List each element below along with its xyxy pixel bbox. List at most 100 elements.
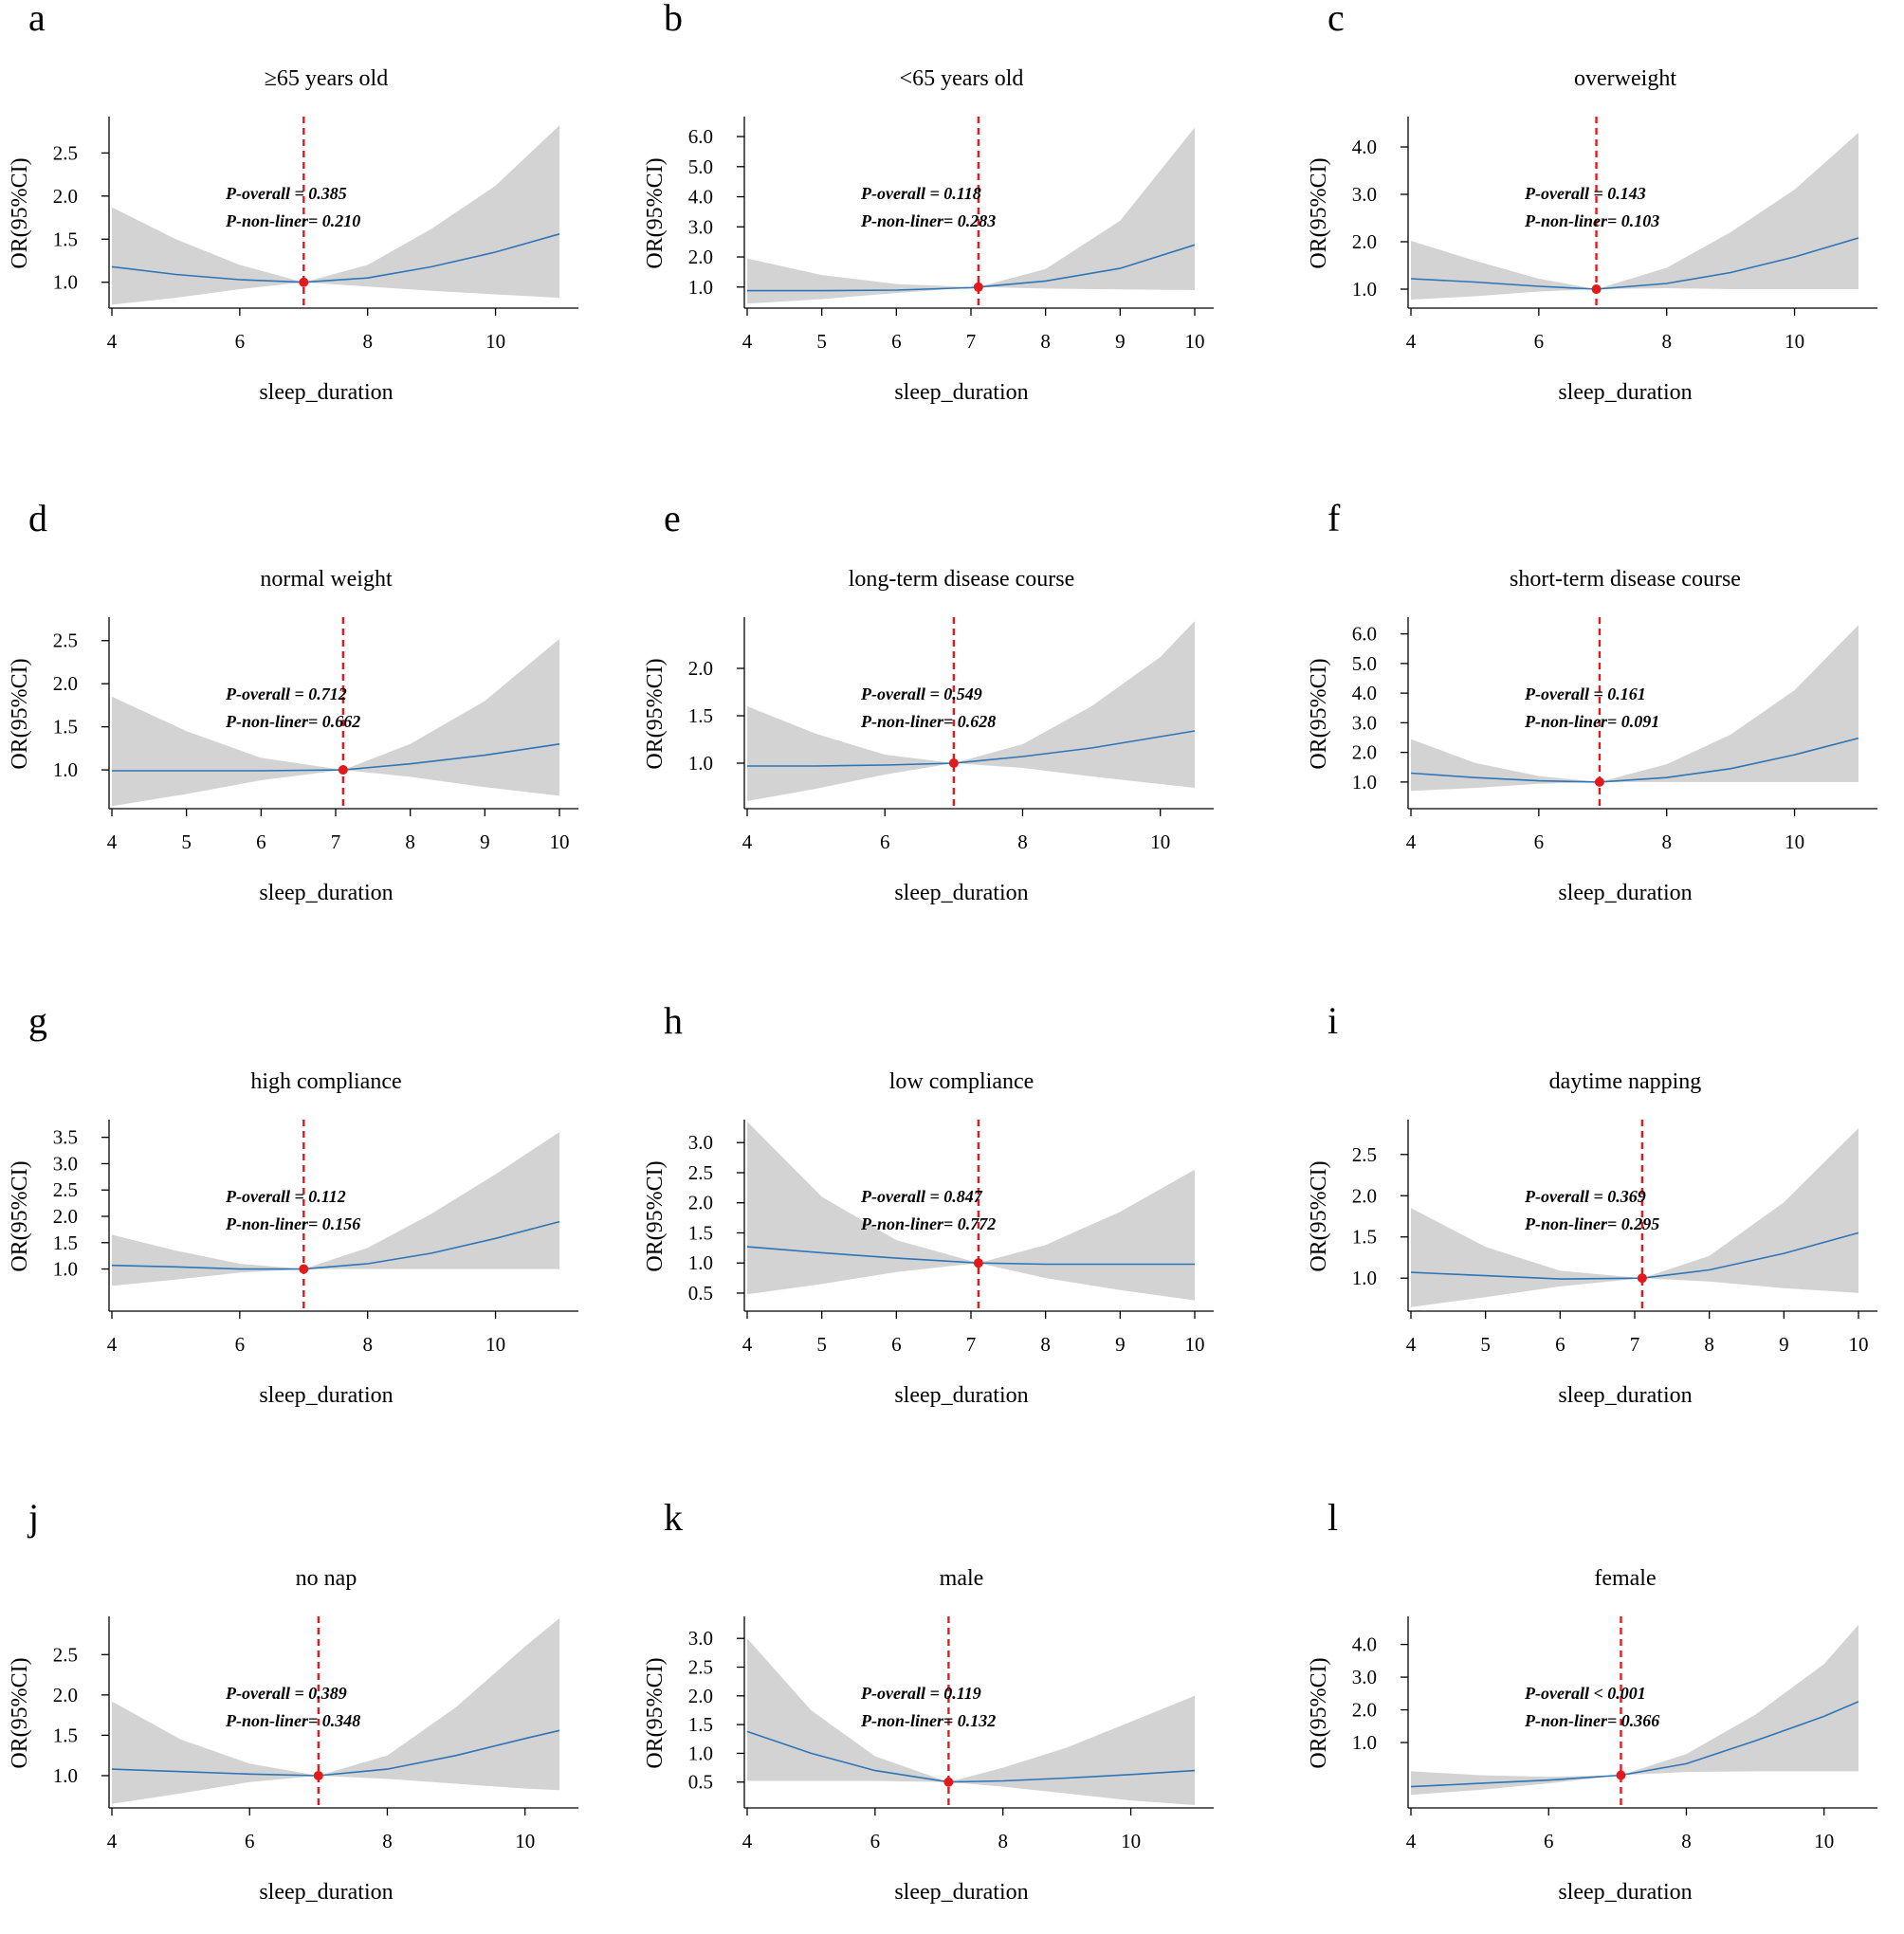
y-tick-label: 2.0 (1352, 741, 1377, 764)
panel-letter: e (664, 497, 681, 539)
panel-title: <65 years old (900, 66, 1024, 91)
x-axis-label: sleep_duration (259, 380, 393, 405)
p-nonlinear-label: P-non-liner= 0.348 (225, 1711, 360, 1730)
x-tick-label: 5 (181, 830, 192, 853)
y-tick-label: 3.0 (688, 1131, 713, 1154)
x-tick-label: 6 (235, 1333, 246, 1356)
y-tick-label: 1.0 (688, 1742, 713, 1764)
y-tick-label: 1.0 (1352, 1267, 1377, 1289)
x-tick-label: 9 (1115, 1333, 1126, 1356)
y-axis-label: OR(95%CI) (8, 658, 32, 769)
y-tick-label: 2.5 (688, 1161, 713, 1184)
x-tick-label: 8 (405, 830, 415, 853)
x-axis-label: sleep_duration (1558, 881, 1692, 905)
p-nonlinear-label: P-non-liner= 0.295 (1524, 1214, 1659, 1233)
y-tick-label: 2.0 (688, 1685, 713, 1707)
reference-point (1591, 284, 1602, 294)
ci-band (747, 1638, 1195, 1805)
y-tick-label: 1.0 (1352, 771, 1377, 794)
ci-band (1411, 625, 1858, 792)
y-tick-label: 1.5 (688, 1713, 713, 1736)
y-tick-label: 2.0 (688, 657, 713, 680)
y-tick-label: 1.5 (53, 228, 78, 250)
ci-band (112, 638, 559, 807)
ci-band (747, 1122, 1195, 1301)
ci-band (747, 127, 1195, 304)
reference-point (1594, 776, 1604, 787)
y-tick-label: 2.0 (1352, 1699, 1377, 1722)
x-tick-label: 8 (1040, 330, 1051, 353)
y-tick-label: 2.0 (688, 1192, 713, 1214)
panel-letter: g (28, 999, 47, 1042)
y-tick-label: 1.0 (53, 758, 78, 781)
x-tick-label: 6 (256, 830, 266, 853)
y-tick-label: 1.0 (1352, 278, 1377, 301)
x-tick-label: 5 (816, 330, 827, 353)
p-overall-label: P-overall = 0.119 (860, 1684, 981, 1703)
ci-band (112, 1132, 559, 1286)
panel-letter: l (1327, 1496, 1338, 1539)
y-tick-label: 1.5 (688, 1221, 713, 1244)
y-tick-label: 2.5 (53, 1643, 78, 1666)
x-tick-label: 7 (331, 830, 341, 853)
x-axis-label: sleep_duration (1558, 1383, 1692, 1408)
y-tick-label: 2.5 (53, 141, 78, 164)
x-tick-label: 6 (1534, 330, 1545, 353)
y-axis-label: OR(95%CI) (1307, 658, 1331, 769)
panel-b: b <65 years old 1.0 2.0 3.0 4.0 5.0 6.0 4 5 6 7 8 9 10… (643, 0, 1214, 405)
panel-a: a ≥65 years old 1.0 1.5 2.0 2.5 4 6 8 10 sleep_dur… (8, 0, 578, 405)
reference-point (1637, 1273, 1647, 1284)
y-tick-label: 3.0 (688, 1627, 713, 1650)
x-tick-label: 8 (1040, 1333, 1051, 1356)
x-axis-label: sleep_duration (259, 1880, 393, 1905)
x-tick-label: 4 (1406, 330, 1417, 353)
x-tick-label: 10 (1185, 1333, 1205, 1356)
p-nonlinear-label: P-non-liner= 0.366 (1524, 1711, 1659, 1730)
y-tick-label: 3.0 (1352, 1666, 1377, 1688)
y-tick-label: 1.5 (688, 704, 713, 727)
panel-title: short-term disease course (1510, 567, 1741, 592)
y-axis-label: OR(95%CI) (643, 1160, 668, 1271)
panel-k: k male 0.5 1.0 1.5 2.0 2.5 3.0 4 6 8 10 sleep_durati… (643, 1496, 1214, 1905)
panel-title: low compliance (889, 1069, 1034, 1094)
x-tick-label: 7 (966, 330, 977, 353)
panel-title: male (940, 1566, 984, 1591)
reference-point (943, 1777, 954, 1787)
x-tick-label: 4 (742, 1333, 753, 1356)
reference-point (1616, 1770, 1626, 1780)
y-tick-label: 3.0 (688, 215, 713, 238)
or-curve (747, 730, 1196, 767)
y-tick-label: 5.0 (688, 155, 713, 178)
panel-h: h low compliance 0.5 1.0 1.5 2.0 2.5 3.0 4 5 6 7 8 9 1… (643, 999, 1214, 1408)
x-tick-label: 10 (1849, 1333, 1869, 1356)
y-tick-label: 1.0 (688, 752, 713, 775)
or-curve (746, 1730, 1196, 1783)
p-nonlinear-label: P-non-liner= 0.091 (1524, 712, 1659, 731)
x-tick-label: 8 (362, 330, 373, 353)
y-axis-label: OR(95%CI) (8, 1160, 32, 1271)
p-nonlinear-label: P-non-liner= 0.156 (225, 1214, 360, 1233)
p-overall-label: P-overall = 0.369 (1524, 1187, 1646, 1206)
x-tick-label: 10 (515, 1830, 535, 1852)
p-overall-label: P-overall = 0.712 (225, 684, 347, 703)
panel-letter: j (27, 1496, 39, 1539)
y-tick-label: 2.5 (53, 1178, 78, 1201)
or-curve (1410, 737, 1859, 783)
or-curve (1410, 237, 1859, 290)
reference-point (299, 277, 309, 287)
x-axis-label: sleep_duration (259, 1383, 393, 1408)
panel-title: high compliance (250, 1069, 401, 1094)
p-nonlinear-label: P-non-liner= 0.662 (225, 712, 360, 731)
x-tick-label: 10 (550, 830, 570, 853)
p-overall-label: P-overall = 0.385 (225, 184, 347, 203)
p-overall-label: P-overall = 0.112 (225, 1187, 346, 1206)
x-tick-label: 8 (382, 1830, 393, 1852)
y-axis-label: OR(95%CI) (1307, 1160, 1331, 1271)
panel-letter: a (28, 0, 46, 39)
y-tick-label: 0.5 (688, 1771, 713, 1794)
panel-letter: b (664, 0, 683, 39)
y-tick-label: 1.0 (688, 1251, 713, 1274)
y-tick-label: 1.5 (1352, 1226, 1377, 1249)
y-tick-label: 2.0 (53, 1684, 78, 1706)
x-tick-label: 7 (1630, 1333, 1640, 1356)
